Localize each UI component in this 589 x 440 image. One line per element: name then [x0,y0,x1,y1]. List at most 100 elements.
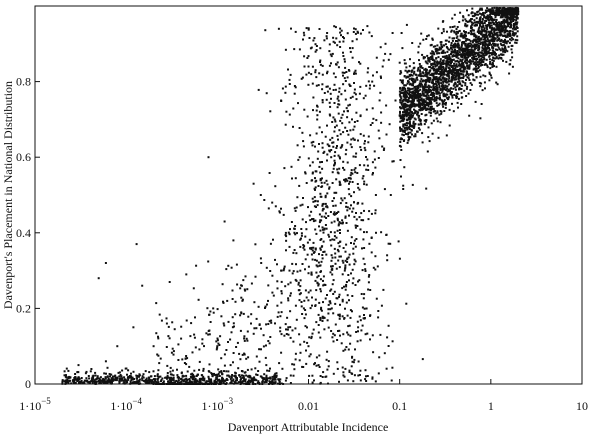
data-point [362,97,365,100]
data-point [440,73,442,76]
data-point [351,47,354,50]
data-point [222,301,225,304]
data-point [492,57,495,60]
data-point [344,216,347,219]
data-point [243,339,246,342]
data-point [233,382,235,385]
data-point [326,319,329,322]
data-point [380,76,382,79]
data-point [321,101,324,104]
data-point [441,102,444,105]
data-point [354,28,357,31]
data-point [334,256,337,259]
data-point [311,65,314,68]
data-point [449,61,452,64]
data-point [103,372,106,375]
data-point [64,379,67,382]
data-point [304,171,307,174]
data-point [155,383,157,385]
data-point [274,205,277,208]
data-point [490,63,493,66]
data-point [276,304,279,307]
data-point [427,103,430,106]
data-point [330,55,333,58]
data-point [139,382,142,385]
data-point [312,241,315,244]
data-point [177,343,180,346]
data-point [478,40,481,43]
data-point [415,94,418,97]
data-point [429,112,432,114]
data-point [335,236,338,239]
data-point [341,259,344,262]
data-point [379,46,382,49]
data-point [287,299,290,302]
data-point [333,130,336,133]
data-point [482,11,485,14]
data-point [304,258,307,261]
data-point [462,49,465,52]
data-point [414,93,417,96]
data-point [314,228,317,231]
data-point [474,61,477,64]
data-point [102,380,105,382]
data-point [511,30,514,33]
data-point [300,77,303,80]
data-point [303,108,306,111]
data-point [422,56,425,59]
data-point [477,52,480,55]
data-point [498,21,500,24]
data-point [354,284,357,286]
data-point [403,87,406,90]
data-point [465,78,467,81]
data-point [325,358,328,361]
data-point [304,309,307,311]
data-point [499,29,502,32]
data-point [476,11,479,13]
data-point [208,329,211,332]
data-point [514,38,517,41]
data-point [340,116,343,119]
data-point [470,25,473,28]
data-point [427,72,430,75]
data-point [404,106,407,109]
data-point [176,368,178,371]
data-point [437,27,440,30]
data-point [319,248,322,251]
data-point [483,27,486,30]
data-point [360,219,363,222]
data-point [207,383,210,385]
data-point [425,71,427,74]
data-point [440,63,443,66]
data-point [467,77,470,80]
data-point [326,294,328,296]
data-point [272,294,275,297]
data-point [320,215,323,218]
data-point [338,245,341,248]
data-point [470,50,473,53]
data-point [491,40,494,43]
data-point [503,49,506,52]
data-point [319,195,322,198]
data-point [344,250,347,253]
data-point [464,50,467,53]
data-point [481,89,484,92]
data-point [367,141,370,144]
data-point [409,100,412,103]
data-point [495,55,498,58]
data-point [123,378,126,381]
data-point [305,73,308,76]
data-point [258,323,261,326]
data-point [407,69,410,72]
data-point [456,101,459,104]
data-point [425,81,428,83]
data-point [208,333,211,336]
data-point [311,296,313,299]
data-point [337,313,340,316]
data-point [346,209,349,212]
data-point [424,60,427,63]
data-point [333,83,336,86]
data-point [419,98,422,101]
data-point [291,262,294,265]
data-point [414,79,417,82]
